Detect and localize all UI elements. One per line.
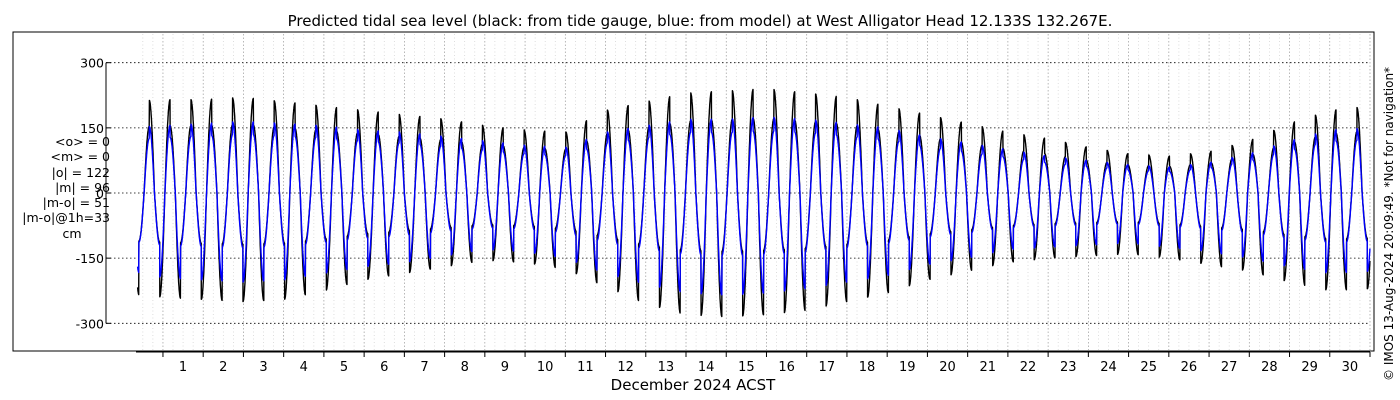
stats-panel: <o> = 0 <m> = 0 |o| = 122 |m| = 96 |m-o|… [14, 134, 110, 241]
y-tick-label: 300 [80, 56, 104, 71]
stat-mean-obs: <o> = 0 [55, 134, 110, 149]
x-tick-label: 17 [819, 360, 836, 375]
axis-layer [105, 62, 1371, 357]
x-tick-label: 18 [859, 360, 876, 375]
x-tick-label: 1 [179, 360, 187, 375]
x-tick-label: 15 [738, 360, 755, 375]
x-tick-label: 6 [380, 360, 388, 375]
x-tick-label: 24 [1100, 360, 1117, 375]
x-tick-label: 5 [340, 360, 348, 375]
x-tick-label: 13 [658, 360, 675, 375]
x-tick-label: 22 [1020, 360, 1037, 375]
y-tick-label: -150 [76, 251, 104, 266]
x-tick-label: 4 [300, 360, 308, 375]
copyright-note: © IMOS 13-Aug-2024 20:09:49. *Not for na… [1382, 67, 1396, 381]
x-tick-label: 27 [1221, 360, 1238, 375]
x-tick-label: 12 [617, 360, 634, 375]
y-tick-label: -300 [76, 316, 104, 331]
stat-abs-obs: |o| = 122 [51, 164, 110, 180]
stat-abs-diff: |m-o| = 51 [42, 195, 110, 211]
x-tick-label: 16 [778, 360, 795, 375]
stat-abs-diff-1h: |m-o|@1h=33 [22, 210, 110, 226]
series-model-line [136, 116, 1371, 296]
x-tick-label: 21 [979, 360, 996, 375]
x-tick-label: 26 [1181, 360, 1198, 375]
stat-unit: cm [62, 225, 82, 241]
x-tick-label: 11 [577, 360, 594, 375]
chart-title: Predicted tidal sea level (black: from t… [288, 12, 1113, 30]
x-tick-label: 14 [698, 360, 715, 375]
x-tick-label: 9 [501, 360, 509, 375]
x-tick-label: 28 [1261, 360, 1278, 375]
series-layer [136, 88, 1371, 318]
x-tick-label: 2 [219, 360, 227, 375]
x-tick-label: 7 [420, 360, 428, 375]
x-tick-label: 20 [939, 360, 956, 375]
y-tick-label: 0 [96, 186, 104, 201]
x-tick-label: 8 [461, 360, 469, 375]
x-tick-label: 25 [1140, 360, 1157, 375]
x-tick-label: 29 [1301, 360, 1318, 375]
stat-abs-model: |m| = 96 [55, 179, 110, 195]
stat-mean-model: <m> = 0 [50, 149, 111, 165]
x-tick-label: 3 [259, 360, 267, 375]
x-axis-label: December 2024 ACST [611, 376, 776, 394]
y-tick-label: 150 [80, 121, 104, 136]
x-tick-label: 23 [1060, 360, 1077, 375]
x-tick-label: 30 [1342, 360, 1359, 375]
x-tick-label: 10 [537, 360, 554, 375]
x-tick-label: 19 [899, 360, 916, 375]
outer-frame [12, 31, 1375, 352]
